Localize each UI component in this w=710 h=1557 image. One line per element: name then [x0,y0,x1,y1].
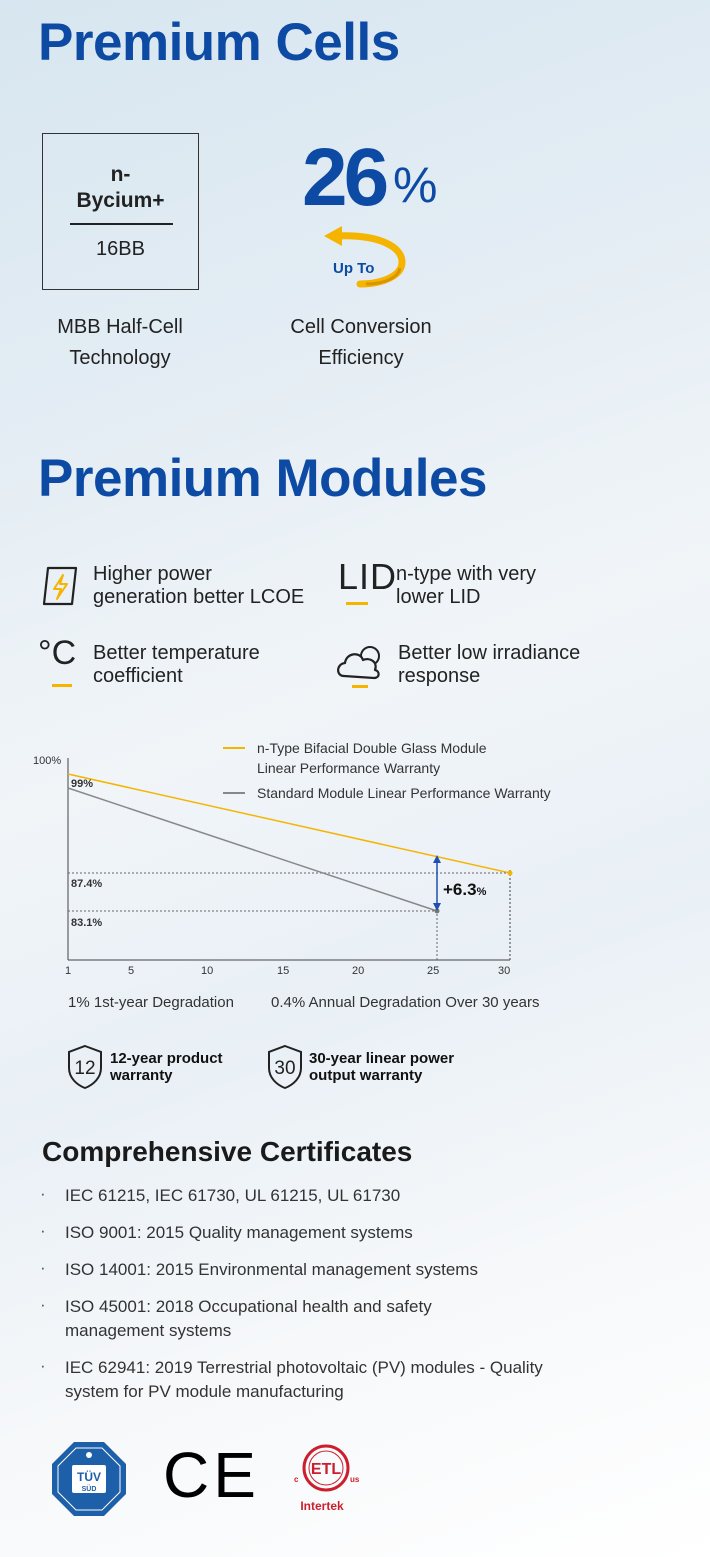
etl-intertek-logo: ETL c us Intertek [294,1444,360,1513]
chart-x-ticks: 1 5 10 15 20 25 30 [0,965,710,981]
xtick: 10 [201,965,214,977]
svg-text:us: us [350,1475,360,1484]
chart-ytick-100: 100% [33,755,62,767]
section-title-modules: Premium Modules [38,449,487,508]
tuv-sud-logo: TÜV SÜD [52,1442,126,1516]
xtick: 25 [427,965,440,977]
certificates-title: Comprehensive Certificates [42,1136,413,1167]
up-arrow-icon [324,226,406,288]
svg-text:Intertek: Intertek [300,1499,344,1513]
feature-temperature: Better temperature coefficient [93,642,260,687]
svg-text:ETL: ETL [311,1461,341,1478]
shield-30-icon: 30 [268,1044,302,1090]
xtick: 15 [277,965,290,977]
shield-12-icon: 12 [68,1044,102,1090]
xtick: 30 [498,965,511,977]
efficiency-value: 26 [302,132,389,223]
degradation-note-annual: 0.4% Annual Degradation Over 30 years [271,994,540,1011]
warranty-product: 12-year product warranty [110,1050,223,1084]
cloud-sun-icon [337,646,380,688]
xtick: 20 [352,965,365,977]
lid-icon: LID [338,556,398,597]
cell-tech-box: n- Bycium+ 16BB [42,133,199,290]
degradation-note-first-year: 1% 1st-year Degradation [68,994,234,1011]
series-standard-line [67,787,438,912]
celsius-icon: °C [38,634,77,672]
warranty-chart [67,747,513,961]
lightning-icon [42,566,78,606]
difference-arrow-head-up [433,855,441,863]
efficiency-caption: Cell Conversion Efficiency [290,316,432,369]
feature-power: Higher power generation better LCOE [93,563,305,608]
feature-irradiance: Better low irradiance response [398,642,581,687]
legend-standard: Standard Module Linear Performance Warra… [257,785,551,801]
lid-icon-underline [346,602,368,605]
xtick: 1 [65,965,72,977]
cell-box-busbar: 16BB [96,238,145,260]
ce-mark-logo: CE [163,1439,260,1511]
xtick: 5 [128,965,135,977]
difference-arrow-head-down [433,903,441,911]
efficiency-unit: % [393,157,438,213]
section-title-cells: Premium Cells [38,13,400,72]
chart-difference: +6.3% [443,880,487,899]
cell-box-line1: n- [110,163,131,186]
svg-text:30: 30 [274,1058,295,1079]
chart-label-874: 87.4% [71,878,103,890]
chart-label-831: 83.1% [71,917,103,929]
series-ntype-end-point [507,870,513,876]
cell-box-line2: Bycium+ [76,189,165,212]
warranty-power-output: 30-year linear power output warranty [309,1050,455,1084]
efficiency-prefix: Up To [333,260,375,277]
legend-ntype: n-Type Bifacial Double Glass Module Line… [257,740,487,776]
svg-text:c: c [294,1475,299,1484]
feature-lid: n-type with very lower LID [396,563,537,608]
cell-box-divider [70,223,173,225]
svg-text:12: 12 [74,1058,95,1079]
svg-text:SÜD: SÜD [82,1484,97,1493]
celsius-icon-underline [52,684,72,687]
svg-text:TÜV: TÜV [77,1469,101,1484]
chart-label-99: 99% [71,778,94,790]
cell-tech-caption: MBB Half-Cell Technology [57,316,183,369]
